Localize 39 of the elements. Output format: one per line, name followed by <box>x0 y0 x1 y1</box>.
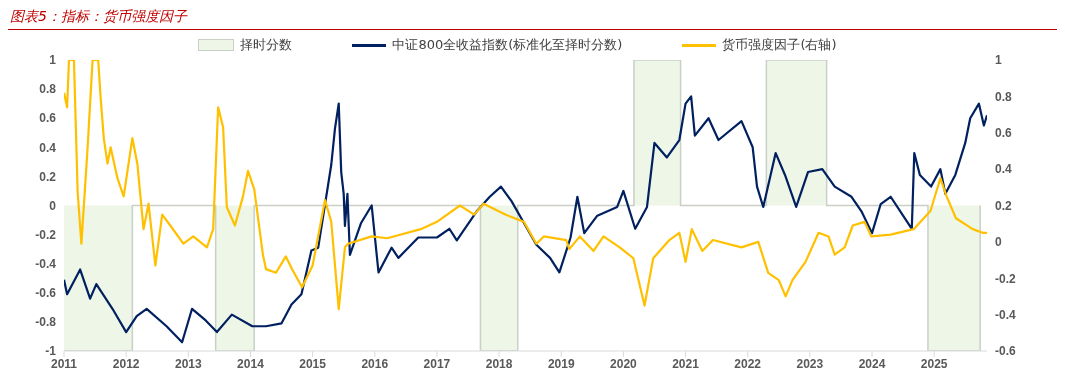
x-tick-label: 2015 <box>299 356 327 371</box>
y-tick-label: 0.4 <box>39 140 57 155</box>
y-tick-label: -0.6 <box>35 286 57 301</box>
y2-tick-label: 0.4 <box>995 162 1013 177</box>
y-tick-label: -1 <box>45 344 57 359</box>
x-tick-label: 2021 <box>672 356 700 371</box>
y2-tick-label: -0.4 <box>995 307 1016 322</box>
x-tick-label: 2024 <box>858 356 886 371</box>
chart-title: 图表5：指标：货币强度因子 <box>8 8 1057 30</box>
x-tick-label: 2025 <box>920 356 948 371</box>
legend-label: 中证800全收益指数(标准化至择时分数) <box>392 36 623 54</box>
y-tick-label: 0.8 <box>39 82 57 97</box>
y-tick-label: 1 <box>49 53 57 68</box>
x-tick-label: 2014 <box>237 356 265 371</box>
y2-tick-label: -0.6 <box>995 344 1016 359</box>
y-tick-label: 0 <box>49 198 57 213</box>
y-tick-label: 0.2 <box>39 169 57 184</box>
x-tick-label: 2016 <box>361 356 389 371</box>
x-tick-label: 2022 <box>734 356 762 371</box>
y2-tick-label: 0.2 <box>995 198 1013 213</box>
x-tick-label: 2019 <box>547 356 575 371</box>
x-tick-label: 2012 <box>112 356 140 371</box>
x-tick-label: 2018 <box>485 356 513 371</box>
y-tick-label: -0.2 <box>35 227 57 242</box>
y-tick-label: 0.6 <box>39 111 57 126</box>
y2-tick-label: -0.2 <box>995 271 1016 286</box>
x-tick-label: 2017 <box>423 356 451 371</box>
y-tick-label: -0.4 <box>35 256 57 271</box>
y2-tick-label: 1 <box>995 53 1002 68</box>
y2-tick-label: 0.6 <box>995 126 1013 141</box>
legend-label: 择时分数 <box>240 36 293 54</box>
x-tick-label: 2011 <box>50 356 78 371</box>
y-tick-label: -0.8 <box>35 315 57 330</box>
legend-label: 货币强度因子(右轴) <box>722 36 837 54</box>
x-tick-label: 2020 <box>610 356 638 371</box>
y2-tick-label: 0 <box>995 235 1002 250</box>
x-tick-label: 2013 <box>174 356 202 371</box>
y2-tick-label: 0.8 <box>995 89 1013 104</box>
x-tick-label: 2023 <box>796 356 824 371</box>
